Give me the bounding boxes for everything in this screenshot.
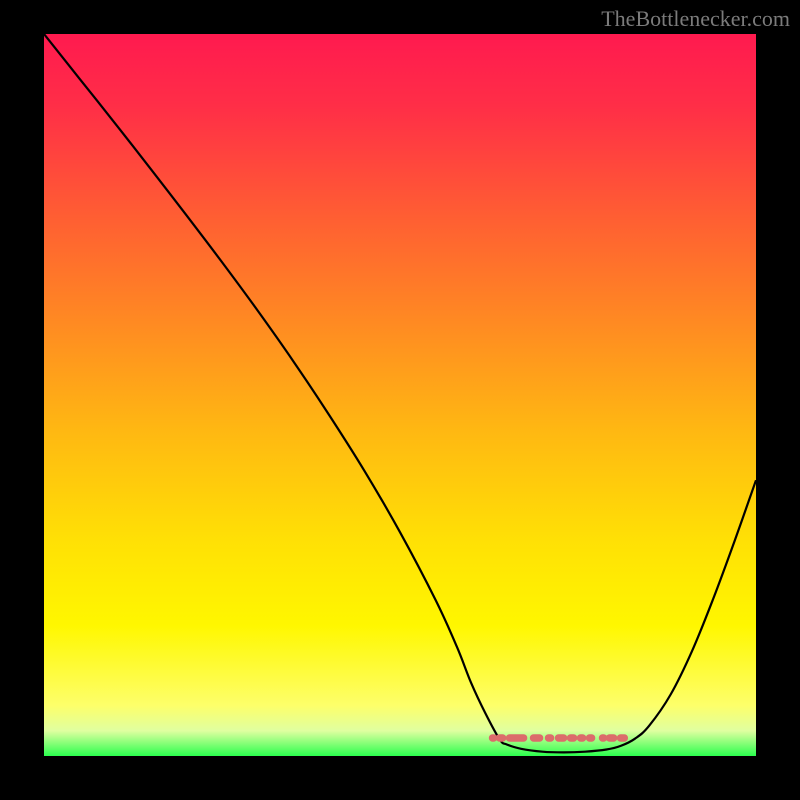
watermark-text: TheBottlenecker.com <box>601 6 790 32</box>
plot-background <box>44 34 756 756</box>
plot-area <box>44 34 756 756</box>
chart-container: TheBottlenecker.com <box>0 0 800 800</box>
plot-svg <box>44 34 756 756</box>
